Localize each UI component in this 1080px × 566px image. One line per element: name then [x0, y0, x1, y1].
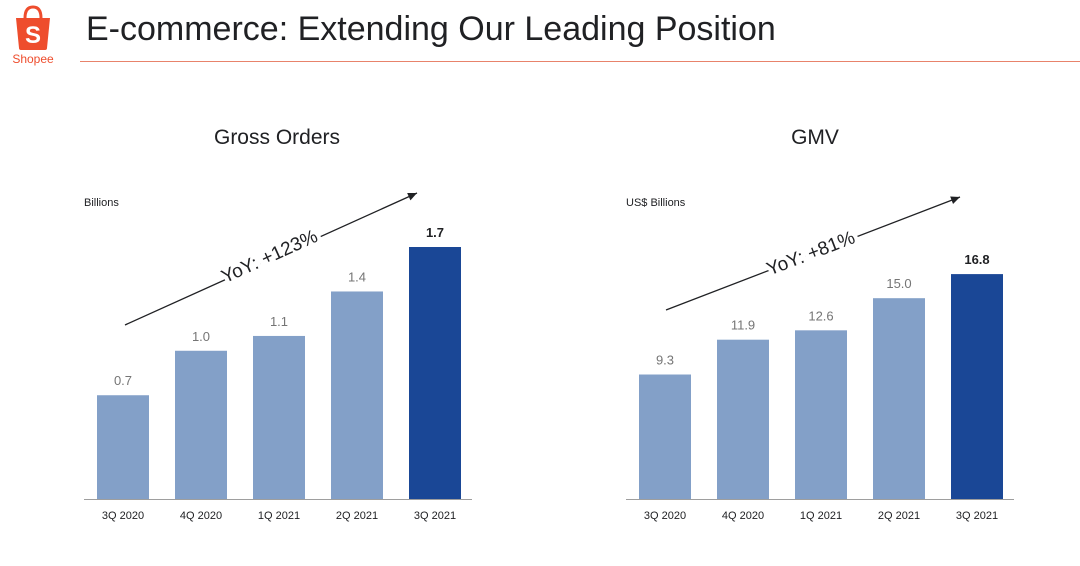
x-tick-label: 4Q 2020: [722, 510, 764, 522]
page-title: E-commerce: Extending Our Leading Positi…: [86, 10, 776, 48]
trend-arrow-head: [407, 193, 417, 201]
unit-label: US$ Billions: [626, 197, 686, 209]
bar: [873, 298, 925, 499]
bar: [253, 335, 305, 499]
data-label: 11.9: [731, 318, 755, 333]
trend-arrow-line: [665, 196, 961, 311]
shopee-logo: S Shopee: [8, 4, 58, 66]
data-label: 12.6: [808, 308, 833, 323]
bar: [717, 339, 769, 499]
chart-title: GMV: [791, 126, 839, 149]
x-tick-label: 1Q 2021: [800, 510, 842, 522]
data-label: 1.1: [270, 314, 288, 329]
x-tick-label: 3Q 2021: [956, 510, 998, 522]
trend-arrow-line: [124, 192, 418, 326]
bar: [639, 374, 691, 499]
data-label: 15.0: [886, 276, 911, 291]
data-label: 16.8: [964, 252, 989, 267]
bar: [331, 291, 383, 499]
shopping-bag-icon: S: [16, 5, 50, 50]
x-tick-label: 4Q 2020: [180, 510, 222, 522]
logo-text: Shopee: [12, 52, 54, 66]
x-tick-label: 3Q 2020: [644, 510, 686, 522]
bar: [951, 274, 1003, 499]
x-tick-label: 3Q 2020: [102, 510, 144, 522]
data-label: 0.7: [114, 373, 132, 388]
chart-title: Gross Orders: [214, 126, 340, 149]
unit-label: Billions: [84, 197, 119, 209]
x-tick-label: 2Q 2021: [878, 510, 920, 522]
data-label: 1.4: [348, 269, 366, 284]
title-underline: [80, 61, 1080, 62]
yoy-annotation: YoY: +81%: [764, 227, 858, 280]
x-tick-label: 3Q 2021: [414, 510, 456, 522]
x-tick-label: 2Q 2021: [336, 510, 378, 522]
bar: [97, 395, 149, 499]
data-label: 1.0: [192, 329, 210, 344]
svg-text:S: S: [25, 22, 41, 49]
yoy-annotation: YoY: +123%: [218, 226, 321, 288]
data-label: 9.3: [656, 353, 674, 368]
bar: [175, 350, 227, 499]
bar: [409, 247, 461, 499]
x-tick-label: 1Q 2021: [258, 510, 300, 522]
data-label: 1.7: [426, 225, 444, 240]
bar: [795, 330, 847, 499]
trend-arrow-head: [950, 196, 960, 204]
